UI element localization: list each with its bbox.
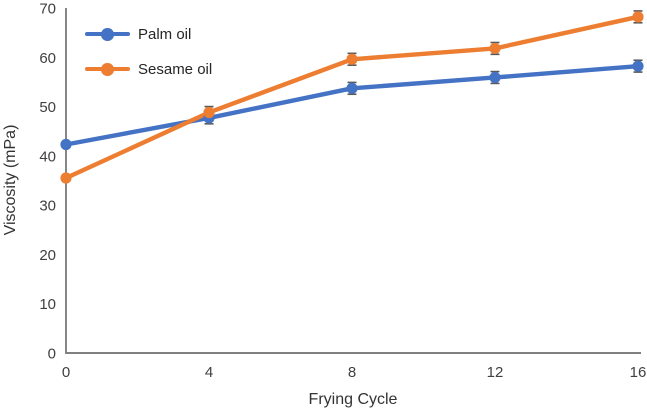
axis-lines — [65, 8, 641, 354]
y-tick-label: 50 — [39, 99, 56, 116]
legend-label-palm-oil: Palm oil — [138, 25, 192, 43]
x-tick-label: 8 — [348, 364, 356, 381]
sesame-oil-marker — [632, 11, 644, 23]
y-axis-title: Viscosity (mPa) — [2, 125, 19, 236]
sesame-oil-marker — [489, 42, 501, 55]
sesame-oil-marker — [346, 53, 358, 65]
y-tick-label: 60 — [39, 50, 56, 67]
sesame-oil-legend-marker-icon — [85, 57, 130, 81]
x-tick-label: 0 — [62, 364, 70, 381]
legend-item-sesame-oil: Sesame oil — [85, 57, 212, 81]
x-tick-label: 4 — [205, 364, 213, 381]
y-tick-label: 10 — [39, 296, 56, 313]
palm-oil-marker — [346, 82, 358, 94]
y-tick-label: 40 — [39, 148, 56, 165]
y-tick-label: 70 — [39, 1, 56, 18]
palm-oil-marker — [60, 138, 72, 151]
plot-layer: 0 10 20 30 40 50 60 70 0 4 8 12 16 — [39, 1, 646, 382]
palm-oil-marker — [489, 71, 501, 84]
sesame-oil-marker — [203, 106, 215, 119]
palm-oil-legend-marker-icon — [85, 22, 130, 46]
x-axis-title: Frying Cycle — [309, 391, 398, 408]
legend-label-sesame-oil: Sesame oil — [138, 60, 213, 78]
x-tick-label: 12 — [487, 364, 504, 381]
x-tick-label: 16 — [630, 364, 647, 381]
y-tick-label: 20 — [39, 247, 56, 264]
palm-oil-marker — [632, 60, 644, 72]
y-tick-label: 30 — [39, 198, 56, 215]
chart-legend: Palm oil Sesame oil — [85, 22, 212, 81]
legend-item-palm-oil: Palm oil — [85, 22, 212, 46]
sesame-oil-marker — [60, 172, 72, 184]
y-tick-label: 0 — [48, 346, 56, 363]
